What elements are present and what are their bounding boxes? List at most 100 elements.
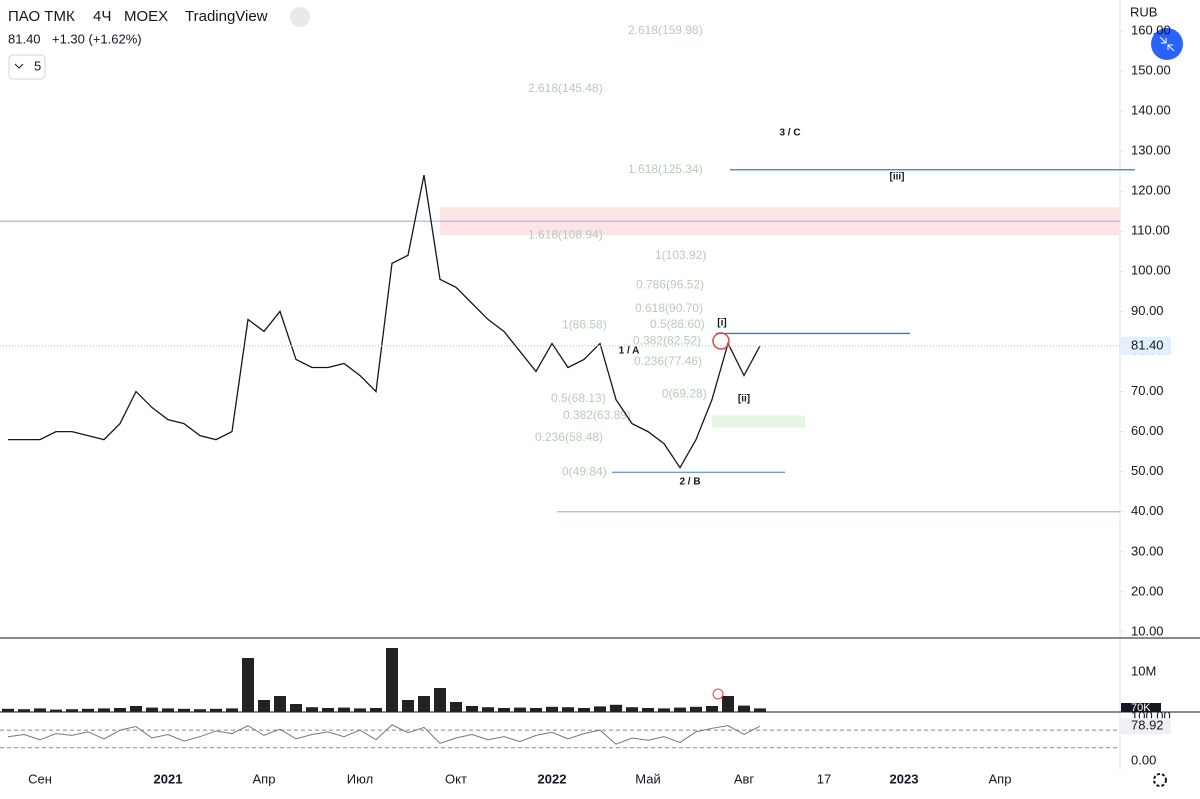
wave-label: 3 / C <box>779 128 800 139</box>
interval[interactable]: 4Ч <box>93 8 111 25</box>
volume-bar <box>450 702 462 712</box>
wave-label: [ii] <box>738 394 750 405</box>
volume-bar <box>242 658 254 712</box>
currency[interactable]: RUB <box>1130 4 1157 19</box>
y-tick-label: 90.00 <box>1131 303 1164 318</box>
settings-button[interactable] <box>1153 773 1167 787</box>
last-price-label: 81.40 <box>1131 337 1164 352</box>
y-tick-label: 160.00 <box>1131 22 1171 37</box>
volume-bar <box>290 704 302 712</box>
volume-bar <box>50 709 62 712</box>
interval-button[interactable] <box>8 54 46 80</box>
fib-label: 2.618(159.98) <box>628 23 703 37</box>
source: TradingView <box>185 8 268 25</box>
fib-label: 1(103.92) <box>655 248 706 262</box>
change: +1.30 (+1.62%) <box>52 31 142 46</box>
auto-scale-button[interactable] <box>1151 28 1183 60</box>
price-line <box>8 175 761 469</box>
volume-bar <box>114 708 126 712</box>
y-tick-label: 130.00 <box>1131 143 1171 158</box>
volume-bar <box>402 700 414 712</box>
volume-bar <box>370 708 382 712</box>
x-tick-label: 2022 <box>538 771 567 786</box>
volume-bar <box>418 696 430 712</box>
y-tick-label: 120.00 <box>1131 183 1171 198</box>
volume-bar <box>514 707 526 712</box>
wave-label: 2 / B <box>679 477 700 488</box>
x-tick-label: Окт <box>445 771 467 786</box>
fib-label: 0.786(96.52) <box>636 277 704 291</box>
symbol: ПАО ТМК <box>8 8 75 25</box>
wave-label: [i] <box>717 318 726 329</box>
last-price: 81.40 <box>8 31 41 46</box>
x-tick-label: 2023 <box>890 771 919 786</box>
rsi-line <box>7 724 761 745</box>
fib-label: 1(86.58) <box>562 317 607 331</box>
fib-label: 0.5(68.13) <box>551 391 606 405</box>
volume-bar <box>482 707 494 712</box>
volume-bar <box>578 708 590 712</box>
volume-bar <box>18 709 30 712</box>
volume-bar <box>130 706 142 712</box>
fib-label: 0(49.84) <box>562 465 607 479</box>
volume-bar <box>178 708 190 712</box>
y-tick-label: 100.00 <box>1131 263 1171 278</box>
volume-bar <box>498 708 510 712</box>
volume-bar <box>258 700 270 712</box>
exchange: MOEX <box>124 8 168 25</box>
volume-bar <box>66 709 78 712</box>
volume-bar <box>2 708 14 712</box>
volume-bar <box>530 708 542 712</box>
volume-bar <box>338 707 350 712</box>
y-tick-label: 30.00 <box>1131 543 1164 558</box>
menu-button[interactable] <box>290 7 310 27</box>
volume-last-label: 70K <box>1131 702 1151 714</box>
volume-bar <box>594 706 606 712</box>
volume-bar <box>146 707 158 712</box>
volume-bar <box>562 707 574 712</box>
x-tick-label: Апр <box>989 771 1012 786</box>
volume-bar <box>386 648 398 712</box>
fib-label: 0.236(77.46) <box>634 354 702 368</box>
fib-label: 0(69.28) <box>662 387 707 401</box>
x-tick-label: Июл <box>347 771 373 786</box>
volume-bar <box>546 706 558 712</box>
x-tick-label: 2021 <box>154 771 183 786</box>
volume-bar <box>690 706 702 712</box>
fib-label: 1.618(108.94) <box>528 228 603 242</box>
y-tick-label: 20.00 <box>1131 583 1164 598</box>
volume-bar <box>194 709 206 712</box>
volume-bar <box>642 708 654 712</box>
volume-bar <box>226 708 238 712</box>
volume-bar <box>322 708 334 712</box>
volume-bar <box>210 708 222 712</box>
y-tick-label: 140.00 <box>1131 102 1171 117</box>
volume-bar <box>754 708 766 712</box>
y-tick-label: 150.00 <box>1131 62 1171 77</box>
volume-bar <box>610 704 622 712</box>
x-tick-label: 17 <box>817 771 831 786</box>
marker <box>712 688 724 700</box>
volume-bar <box>722 696 734 712</box>
y-tick-label: 10.00 <box>1131 623 1164 638</box>
fib-label: 0.236(58.48) <box>535 430 603 444</box>
volume-bar <box>306 707 318 712</box>
fib-label: 0.382(63.89) <box>563 408 631 422</box>
y-tick-label: 70.00 <box>1131 383 1164 398</box>
y-tick-label: 50.00 <box>1131 463 1164 478</box>
wave-label: 1 / A <box>619 346 640 357</box>
fib-label: 0.618(90.70) <box>635 301 703 315</box>
volume-bar <box>706 706 718 712</box>
volume-bar <box>434 688 446 712</box>
rsi-tick-label: 0.00 <box>1131 752 1156 767</box>
fib-label: 0.5(86.60) <box>650 317 705 331</box>
volume-bar <box>738 705 750 712</box>
volume-bar <box>466 706 478 712</box>
x-tick-label: Апр <box>253 771 276 786</box>
volume-bar <box>658 708 670 712</box>
chevron <box>14 63 24 69</box>
fib-label: 1.618(125.34) <box>628 162 703 176</box>
y-tick-label: 40.00 <box>1131 503 1164 518</box>
x-tick-label: Авг <box>734 771 755 786</box>
